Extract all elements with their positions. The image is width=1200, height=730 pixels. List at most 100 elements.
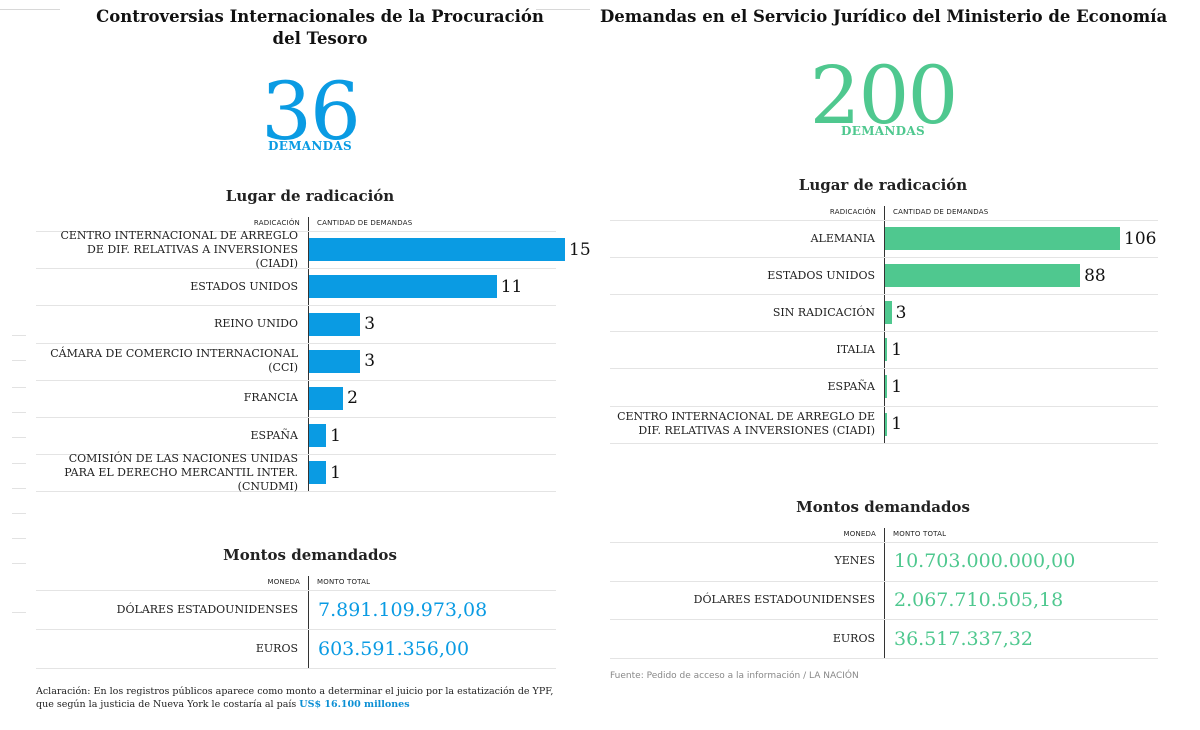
source-note: Fuente: Pedido de acceso a la informació… bbox=[610, 671, 859, 681]
edge-mark bbox=[12, 513, 26, 514]
edge-mark bbox=[12, 335, 26, 336]
data-bar bbox=[309, 275, 497, 299]
top-divider bbox=[536, 9, 590, 10]
category-label: ESPAÑA bbox=[827, 379, 875, 393]
amount-value: 7.891.109.973,08 bbox=[318, 598, 488, 621]
row-divider bbox=[36, 590, 556, 591]
amount-column-header: MONTO TOTAL bbox=[893, 530, 947, 538]
data-bar bbox=[309, 349, 361, 373]
data-label: 15 bbox=[569, 239, 591, 260]
currency-label: DÓLARES ESTADOUNIDENSES bbox=[116, 602, 298, 616]
edge-mark bbox=[12, 563, 26, 564]
row-divider bbox=[610, 542, 1158, 543]
edge-mark bbox=[12, 412, 26, 413]
axis-line bbox=[884, 206, 885, 443]
row-divider bbox=[36, 454, 556, 456]
total-demandas-label: DEMANDAS bbox=[268, 139, 352, 153]
ministerio-panel: Demandas en el Servicio Jurídico del Min… bbox=[600, 0, 1200, 730]
data-label: 3 bbox=[364, 314, 376, 334]
category-label: ITALIA bbox=[836, 342, 875, 356]
row-divider bbox=[36, 668, 556, 669]
category-label: ESTADOS UNIDOS bbox=[767, 268, 875, 282]
edge-mark bbox=[12, 463, 26, 464]
data-bar bbox=[885, 264, 1081, 288]
row-divider bbox=[36, 305, 556, 307]
data-bar bbox=[309, 424, 327, 448]
currency-column-header: MONEDA bbox=[843, 530, 876, 538]
axis-line bbox=[884, 528, 885, 658]
data-bar bbox=[309, 461, 327, 485]
data-bar bbox=[885, 338, 888, 362]
data-label: 1 bbox=[891, 339, 903, 360]
row-divider bbox=[36, 231, 556, 232]
currency-label: EUROS bbox=[255, 641, 298, 655]
data-bar bbox=[309, 312, 361, 336]
category-label: ALEMANIA bbox=[810, 231, 875, 245]
total-demandas-label: DEMANDAS bbox=[841, 124, 925, 138]
data-label: 88 bbox=[1084, 265, 1106, 286]
axis-line bbox=[308, 576, 309, 668]
row-divider bbox=[36, 417, 556, 418]
data-label: 3 bbox=[895, 302, 907, 323]
currency-label: YENES bbox=[834, 554, 875, 568]
category-column-header: RADICACIÓN bbox=[829, 208, 876, 216]
row-divider bbox=[36, 629, 556, 630]
amount-value: 2.067.710.505,18 bbox=[894, 589, 1064, 611]
total-demandas-number: 36 bbox=[261, 65, 361, 158]
row-divider bbox=[610, 257, 1158, 259]
edge-mark bbox=[12, 437, 26, 438]
procuracion-panel: Controversias Internacionales de la Proc… bbox=[0, 7, 591, 711]
data-label: 1 bbox=[330, 462, 341, 483]
data-bar bbox=[885, 301, 892, 325]
row-divider bbox=[610, 331, 1158, 333]
category-label: REINO UNIDO bbox=[214, 316, 298, 330]
amount-value: 603.591.356,00 bbox=[318, 637, 470, 660]
data-label: 3 bbox=[364, 351, 376, 372]
section-title-radicacion: Lugar de radicación bbox=[798, 176, 968, 194]
row-divider bbox=[610, 580, 1158, 582]
total-demandas-number: 200 bbox=[809, 49, 959, 142]
section-title-montos: Montos demandados bbox=[796, 498, 970, 516]
data-bar bbox=[885, 375, 888, 399]
data-bar bbox=[885, 227, 1120, 251]
category-label: SIN RADICACIÓN bbox=[772, 305, 875, 319]
section-title-radicacion: Lugar de radicación bbox=[225, 187, 395, 205]
data-label: 11 bbox=[500, 276, 523, 297]
top-divider bbox=[0, 9, 60, 10]
edge-mark bbox=[12, 538, 26, 539]
amount-value: 36.517.337,32 bbox=[894, 627, 1034, 650]
currency-label: DÓLARES ESTADOUNIDENSES bbox=[693, 592, 875, 606]
note-text: Aclaración: En los registros públicos ap… bbox=[36, 686, 554, 710]
category-column-header: RADICACIÓN bbox=[253, 219, 300, 227]
row-divider bbox=[610, 368, 1158, 370]
row-divider bbox=[610, 405, 1158, 407]
axis-line bbox=[308, 217, 309, 492]
row-divider bbox=[36, 268, 556, 270]
data-bar bbox=[885, 412, 888, 436]
edge-mark bbox=[12, 612, 26, 613]
row-divider bbox=[36, 342, 556, 344]
row-divider bbox=[610, 294, 1158, 296]
row-divider bbox=[610, 442, 1158, 444]
data-label: 2 bbox=[347, 388, 358, 409]
data-bar bbox=[309, 386, 344, 410]
data-label: 1 bbox=[891, 376, 903, 397]
value-column-header: CANTIDAD DE DEMANDAS bbox=[893, 208, 989, 216]
category-label: ESPAÑA bbox=[250, 428, 298, 442]
category-label: CÁMARA DE COMERCIO INTERNACIONAL (CCI) bbox=[50, 347, 298, 375]
category-label: CENTRO INTERNACIONAL DE ARREGLO DE DIF. … bbox=[60, 228, 298, 270]
row-divider bbox=[610, 658, 1158, 659]
section-title-montos: Montos demandados bbox=[223, 546, 397, 564]
row-divider bbox=[36, 491, 556, 493]
row-divider bbox=[610, 220, 1158, 221]
data-label: 1 bbox=[891, 414, 903, 435]
value-column-header: CANTIDAD DE DEMANDAS bbox=[317, 219, 413, 227]
currency-column-header: MONEDA bbox=[267, 578, 300, 586]
aclaracion-note: Aclaración: En los registros públicos ap… bbox=[36, 685, 566, 711]
data-bar bbox=[309, 238, 565, 262]
category-label: COMISIÓN DE LAS NACIONES UNIDAS PARA EL … bbox=[64, 451, 298, 493]
chart-title: Controversias Internacionales de la Proc… bbox=[96, 7, 544, 48]
amount-column-header: MONTO TOTAL bbox=[317, 578, 371, 586]
row-divider bbox=[36, 379, 556, 381]
edge-mark bbox=[12, 360, 26, 361]
